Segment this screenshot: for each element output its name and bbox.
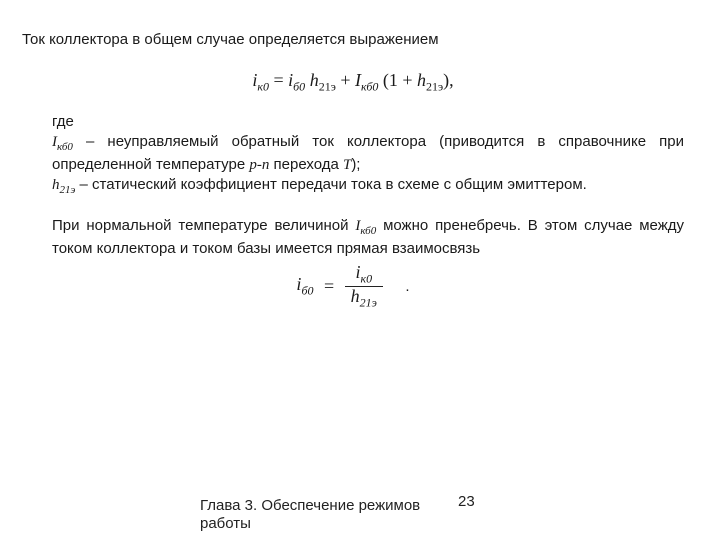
defs-l1-pn: p-n <box>249 157 269 173</box>
eq2-lhs-sub: б0 <box>301 284 313 298</box>
para2-sym-sub: кб0 <box>360 225 376 237</box>
eq2-eq: = <box>318 276 340 297</box>
eq1-lhs-sub: к0 <box>257 79 269 93</box>
eq1-I-sub: кб0 <box>361 79 378 93</box>
equation-1: iк0 = iб0 h21э + Iкб0 (1 + h21э), <box>22 70 684 95</box>
eq1-eq: = <box>269 70 288 90</box>
footer-chapter: Глава 3. Обеспечение режимов работы <box>200 497 430 535</box>
footer-page-number: 23 <box>458 493 475 512</box>
equation-2: iб0 = iк0 h21э . <box>22 263 684 310</box>
eq1-close: ), <box>443 70 454 90</box>
eq1-t1-sub: б0 <box>293 79 305 93</box>
defs-l2-sym-sub: 21э <box>60 184 76 196</box>
eq1-plus: + <box>336 70 355 90</box>
eq2-bot-var: h <box>351 286 360 306</box>
defs-where: где <box>52 113 74 130</box>
eq1-open: (1 + <box>383 70 417 90</box>
eq2-lhs: iб0 <box>296 274 313 299</box>
definitions-block: где Iкб0 – неуправляемый обратный ток ко… <box>52 112 684 198</box>
eq2-bot-sub: 21э <box>360 296 377 310</box>
defs-l1-rest: – неуправляемый обратный ток коллектора … <box>52 133 684 173</box>
para2-a: При нормальной температуре величиной <box>52 217 355 234</box>
eq1-h2-sub: 21э <box>426 79 443 93</box>
eq2-top-sub: к0 <box>360 272 372 286</box>
eq1-h-var: h <box>310 70 319 90</box>
defs-l1-mid: перехода <box>269 156 343 173</box>
defs-l2-rest: – статический коэффициент передачи тока … <box>75 176 586 193</box>
eq2-trail: . <box>387 278 409 295</box>
paragraph-2: При нормальной температуре величиной Iкб… <box>52 216 684 259</box>
page-footer: Глава 3. Обеспечение режимов работы 23 <box>0 497 720 535</box>
defs-l2-sym-var: h <box>52 177 60 193</box>
eq1-h2-var: h <box>417 70 426 90</box>
eq2-fraction: iк0 h21э <box>345 263 383 310</box>
eq1-h-sub: 21э <box>319 79 336 93</box>
intro-text: Ток коллектора в общем случае определяет… <box>22 30 684 50</box>
defs-l1-end: ); <box>351 156 360 173</box>
defs-l1-sym-sub: кб0 <box>57 141 73 153</box>
